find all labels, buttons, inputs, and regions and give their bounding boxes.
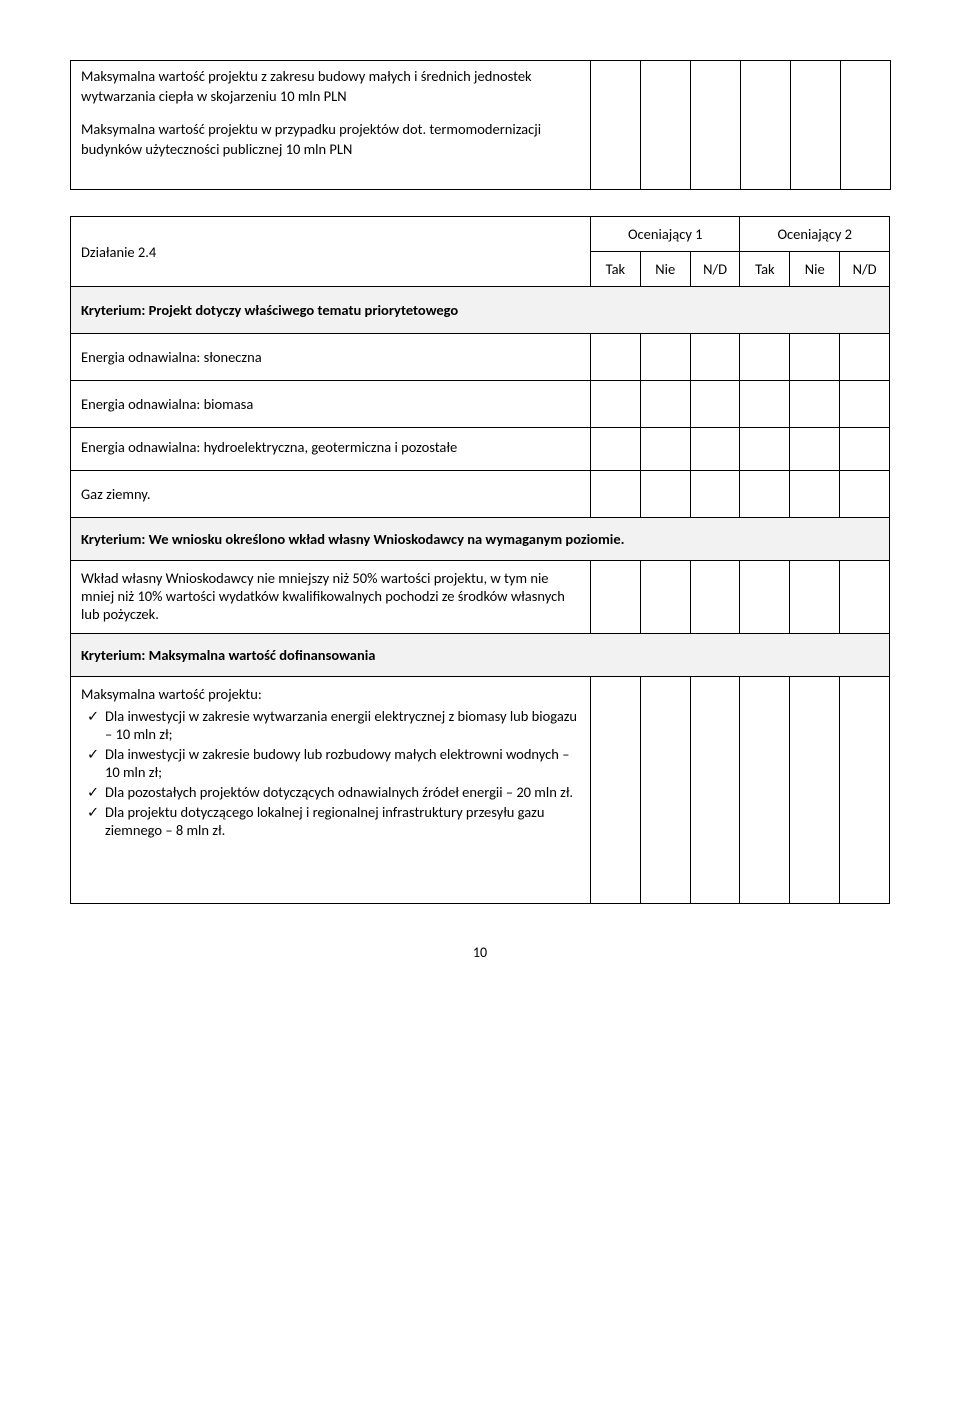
cell [790,381,840,428]
cell [790,334,840,381]
cell [591,334,641,381]
kryt2-row1: Wkład własny Wnioskodawcy nie mniejszy n… [71,561,591,634]
top-p1: Maksymalna wartość projektu z zakresu bu… [81,67,580,106]
cell [740,381,790,428]
cell [591,61,641,190]
kryt1-row4: Gaz ziemny. [71,471,591,518]
cell [840,561,890,634]
cell [840,677,890,904]
cell [790,561,840,634]
top-desc-cell: Maksymalna wartość projektu z zakresu bu… [71,61,591,190]
kryt1-row3: Energia odnawialna: hydroelektryczna, ge… [71,428,591,471]
dzialanie-cell: Działanie 2.4 [71,217,591,287]
cell [640,334,690,381]
kryt3-li3: Dla pozostałych projektów dotyczących od… [105,783,580,801]
cell [640,381,690,428]
cell [641,61,691,190]
cell [640,677,690,904]
col-tak: Tak [591,252,641,287]
cell [740,428,790,471]
kryt1-title: Kryterium: Projekt dotyczy właściwego te… [71,287,890,334]
cell [840,381,890,428]
kryt3-title: Kryterium: Maksymalna wartość dofinansow… [71,634,890,677]
cell [591,428,641,471]
cell [840,334,890,381]
cell [690,428,740,471]
col-tak: Tak [740,252,790,287]
top-p2: Maksymalna wartość projektu w przypadku … [81,120,580,159]
cell [740,471,790,518]
kryt3-li2: Dla inwestycji w zakresie budowy lub roz… [105,745,580,781]
cell [841,61,891,190]
cell [690,471,740,518]
cell [790,471,840,518]
col-nie: Nie [790,252,840,287]
cell [691,61,741,190]
kryt3-list: Dla inwestycji w zakresie wytwarzania en… [81,707,580,839]
cell [840,428,890,471]
cell [690,677,740,904]
cell [740,334,790,381]
cell [690,381,740,428]
page-number: 10 [70,944,890,961]
cell [591,471,641,518]
kryt3-li1: Dla inwestycji w zakresie wytwarzania en… [105,707,580,743]
cell [591,561,641,634]
col-nie: Nie [640,252,690,287]
cell [741,61,791,190]
cell [690,561,740,634]
cell [840,471,890,518]
col-nd: N/D [840,252,890,287]
cell [790,677,840,904]
kryt3-body: Maksymalna wartość projektu: Dla inwesty… [71,677,591,904]
kryt3-lead: Maksymalna wartość projektu: [81,685,580,703]
kryt1-row1: Energia odnawialna: słoneczna [71,334,591,381]
criteria-table: Działanie 2.4 Oceniający 1 Oceniający 2 … [70,216,890,904]
col-nd: N/D [690,252,740,287]
dzialanie-label: Działanie 2.4 [81,243,156,261]
cell [690,334,740,381]
cell [791,61,841,190]
kryt2-title: Kryterium: We wniosku określono wkład wł… [71,518,890,561]
cell [740,677,790,904]
cell [591,381,641,428]
cell [591,677,641,904]
evaluator-1-header: Oceniający 1 [591,217,740,252]
cell [640,428,690,471]
cell [790,428,840,471]
cell [640,471,690,518]
cell [740,561,790,634]
kryt3-li4: Dla projektu dotyczącego lokalnej i regi… [105,803,580,839]
top-table: Maksymalna wartość projektu z zakresu bu… [70,60,891,190]
cell [640,561,690,634]
kryt1-row2: Energia odnawialna: biomasa [71,381,591,428]
evaluator-2-header: Oceniający 2 [740,217,890,252]
